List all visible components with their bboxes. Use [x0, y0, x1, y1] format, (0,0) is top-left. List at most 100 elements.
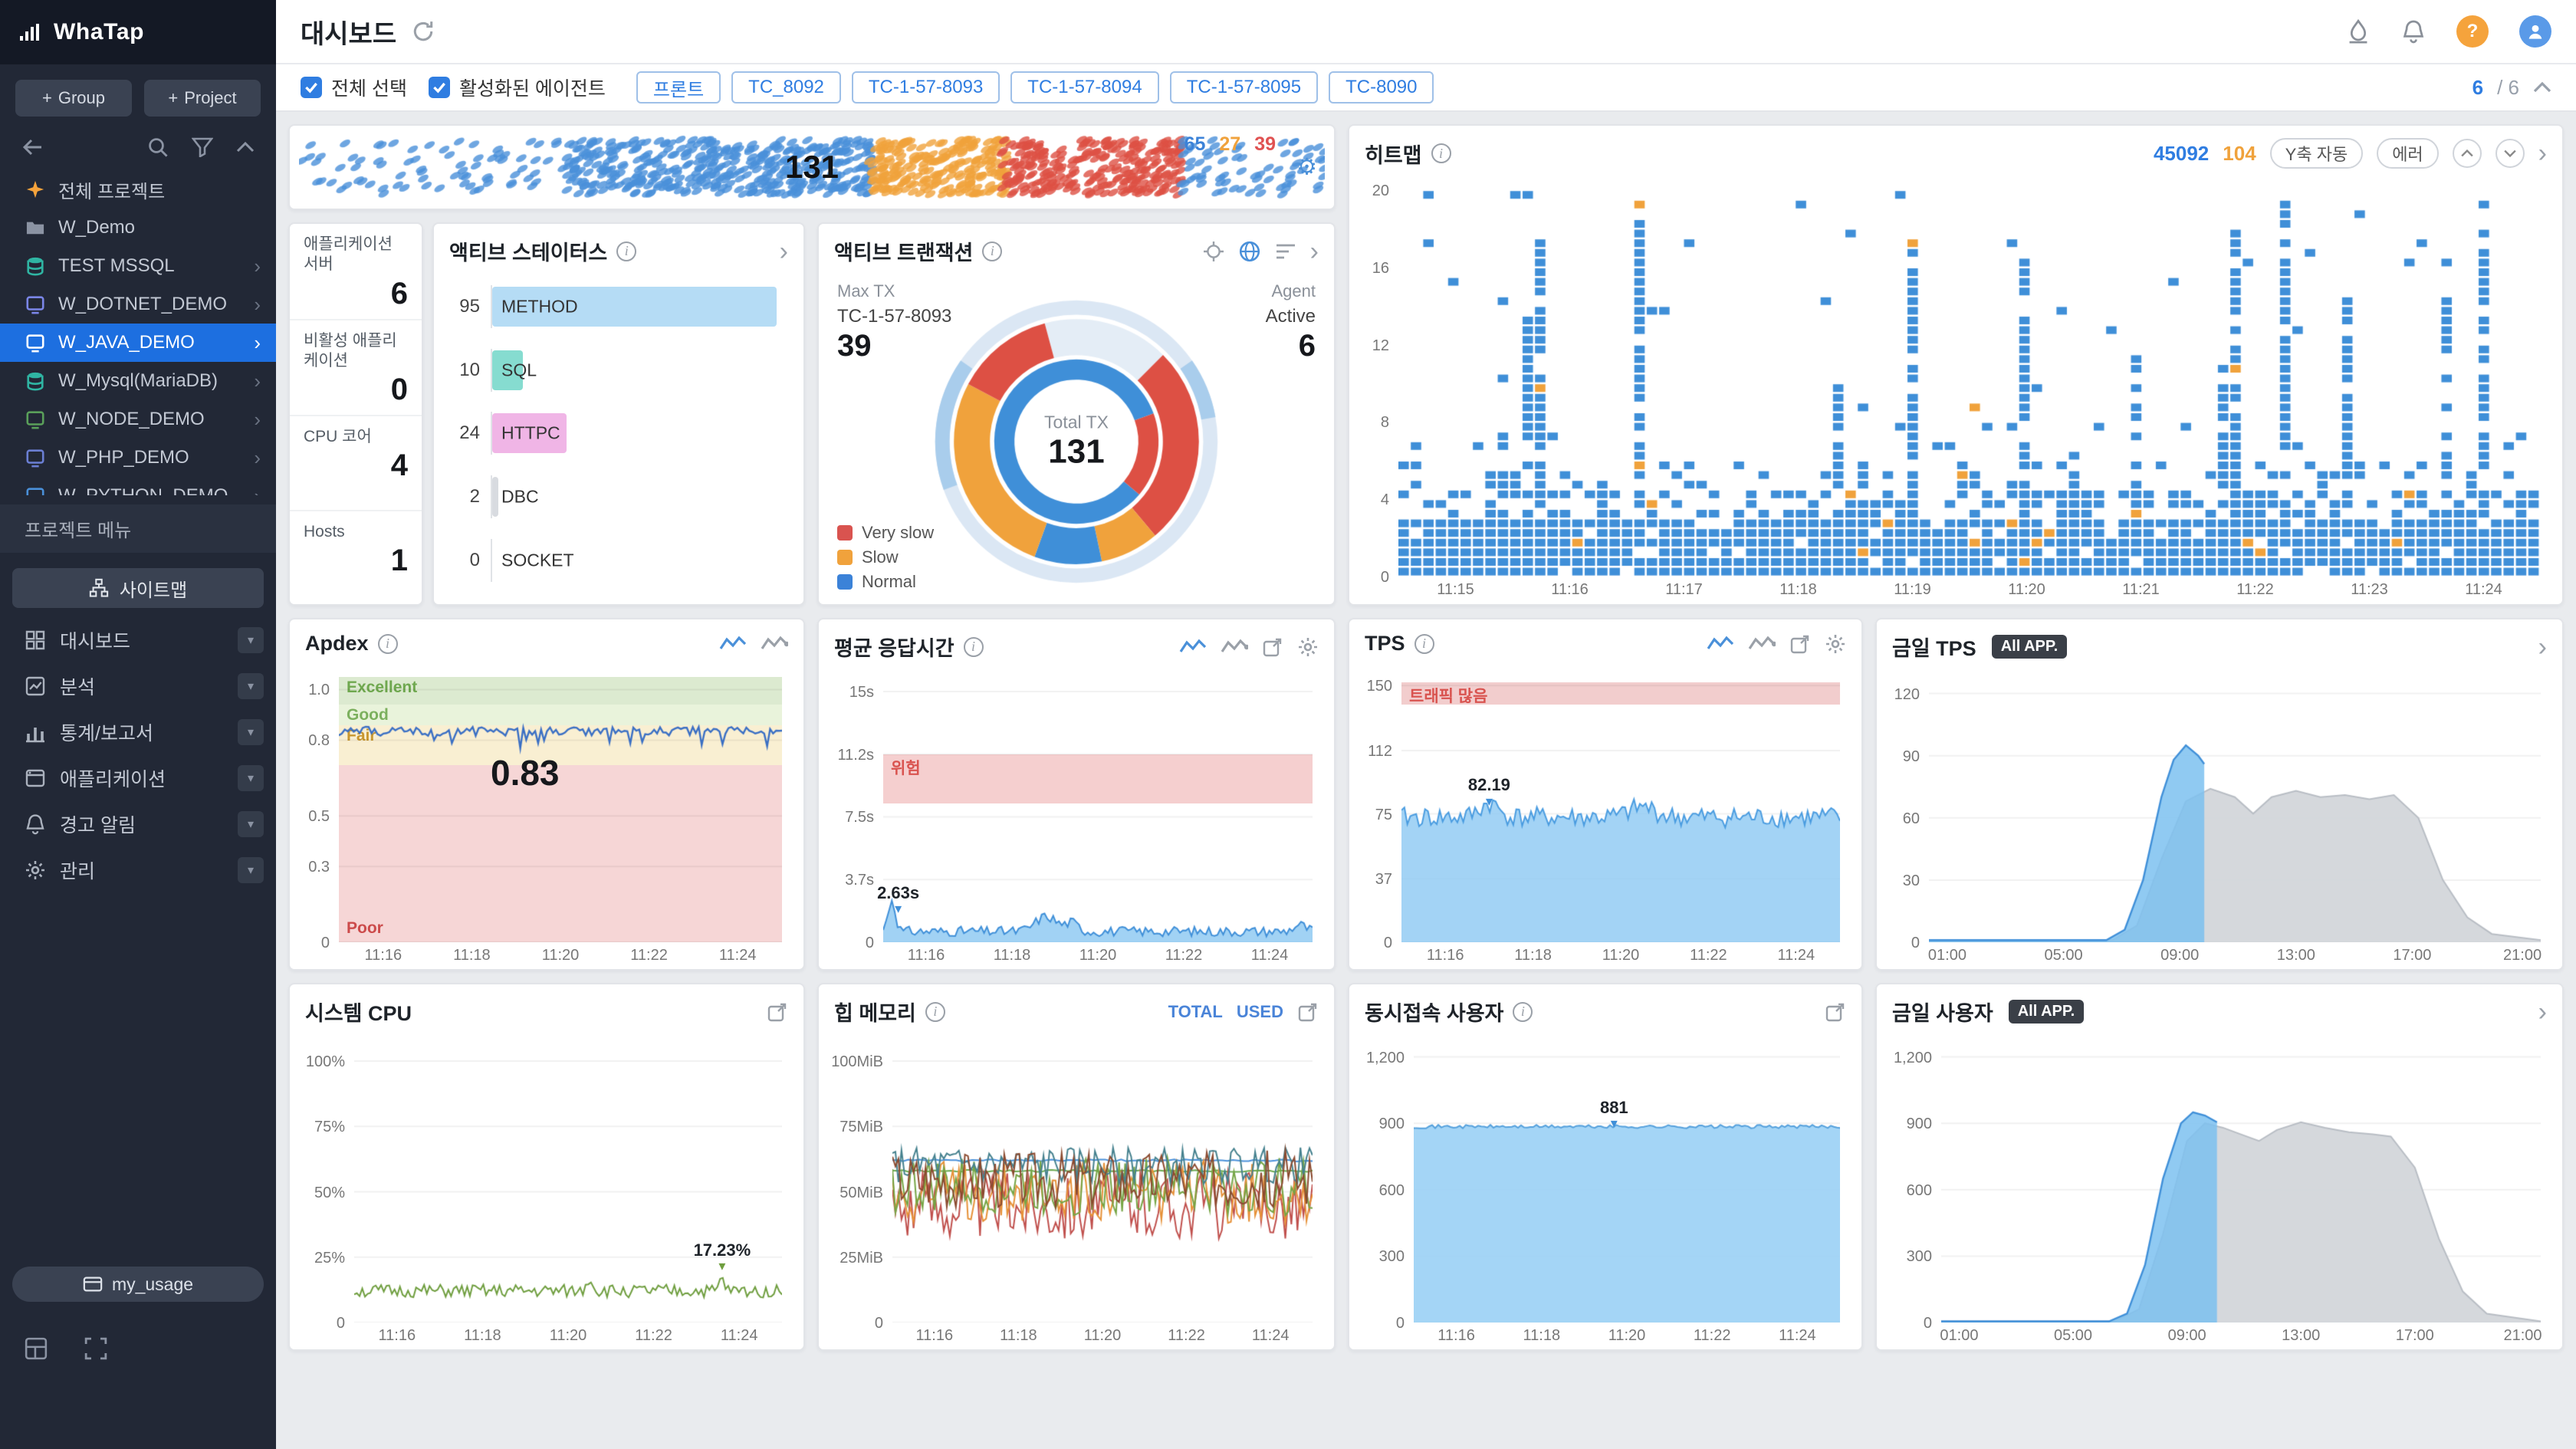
dropdown-caret-icon[interactable]: ▾ [238, 673, 264, 699]
sidebar-item-w-java-demo[interactable]: W_JAVA_DEMO › [0, 324, 276, 362]
status-bar-row[interactable]: 24 HTTPC [440, 412, 785, 455]
trend-line-alt-icon[interactable] [1748, 635, 1776, 653]
active-agents-checkbox[interactable]: 활성화된 에이전트 [428, 74, 606, 101]
chevron-right-icon[interactable]: › [1309, 236, 1319, 266]
whatap-logo[interactable]: WhaTap [0, 0, 276, 64]
trend-line-icon[interactable] [1179, 638, 1207, 656]
system-cpu-chart[interactable]: 0 25% 50% 75% 100% 11:16 11:18 11:20 11:22 11:24 1… [293, 1036, 794, 1346]
today-tps-chart[interactable]: 0 30 60 90 120 01:00 05:00 09:00 13:00 17:00 21:00 [1880, 671, 2553, 966]
add-project-button[interactable]: + Project [144, 80, 261, 117]
info-icon[interactable]: i [982, 241, 1003, 261]
avatar[interactable] [2519, 15, 2551, 48]
legend-total[interactable]: TOTAL [1168, 1001, 1223, 1021]
agent-tab-tc-8092[interactable]: TC_8092 [731, 71, 841, 104]
info-icon[interactable]: i [616, 241, 637, 261]
paint-icon[interactable] [2346, 19, 2371, 44]
export-icon[interactable] [1789, 633, 1811, 655]
export-icon[interactable] [767, 1001, 788, 1023]
info-icon[interactable]: i [1513, 1001, 1533, 1022]
apdex-chart[interactable]: ExcellentGoodFairPoor 0 0.3 0.5 0.8 1.0 11:16 1… [293, 665, 794, 966]
legend-used[interactable]: USED [1236, 1001, 1283, 1021]
heatmap-chart[interactable]: 0 4 8 12 16 20 11:15 11:16 11:17 11:18 11:19 11:20 1… [1352, 178, 2553, 601]
avg-response-chart[interactable]: 위험 0 3.7s 7.5s 11.2s 15s 11:16 11:18 11:20 11:22 1… [822, 671, 1325, 966]
target-icon[interactable] [1203, 241, 1224, 262]
chevron-right-icon[interactable]: › [2538, 997, 2547, 1027]
status-bar-row[interactable]: 95 METHOD [440, 285, 785, 329]
info-icon[interactable]: i [377, 633, 398, 654]
heap-memory-chart[interactable]: 0 25MiB 50MiB 75MiB 100MiB 11:16 11:18 11:20 11:… [822, 1036, 1325, 1346]
sort-list-icon[interactable] [1275, 242, 1296, 261]
bell-icon[interactable] [2401, 19, 2426, 44]
dropdown-caret-icon[interactable]: ▾ [238, 765, 264, 791]
info-icon[interactable]: i [1414, 633, 1434, 654]
sidebar-item-folder[interactable]: W_Demo [0, 209, 276, 247]
collapse-toolbar-icon[interactable] [2533, 81, 2551, 94]
help-icon[interactable]: ? [2456, 15, 2489, 48]
sidebar-item-w-php-demo[interactable]: W_PHP_DEMO › [0, 439, 276, 477]
menu-item-[interactable]: 경고 알림 ▾ [0, 801, 276, 847]
filter-icon[interactable] [192, 137, 213, 157]
fullscreen-icon[interactable] [84, 1337, 107, 1360]
tps-chart[interactable]: 트래픽 많음 0 37 75 112 150 11:16 11:18 11:20 11:22 11:… [1352, 665, 1852, 966]
agent-tab-tc-1-57-8093[interactable]: TC-1-57-8093 [851, 71, 1001, 104]
chevron-right-icon[interactable]: › [2538, 632, 2547, 662]
menu-item-[interactable]: 분석 ▾ [0, 663, 276, 709]
active-transaction-donut[interactable]: Total TX 131 [932, 297, 1221, 586]
dropdown-caret-icon[interactable]: ▾ [238, 719, 264, 745]
sidebar-item-w-mysql-mariadb[interactable]: W_Mysql(MariaDB) › [0, 362, 276, 400]
sitemap-button[interactable]: 사이트맵 [12, 568, 264, 608]
chevron-right-icon[interactable]: › [779, 236, 788, 266]
today-users-chart[interactable]: 0 300 600 900 1,200 01:00 05:00 09:00 13:00 17:00… [1880, 1036, 2553, 1346]
status-bar-row[interactable]: 2 DBC [440, 475, 785, 519]
gear-icon[interactable] [1297, 636, 1319, 658]
dropdown-caret-icon[interactable]: ▾ [238, 857, 264, 883]
layout-grid-icon[interactable] [25, 1337, 48, 1360]
trend-line-alt-icon[interactable] [1221, 638, 1248, 656]
y-axis-label: 3.7s [845, 872, 874, 889]
sidebar-item-w-python-demo[interactable]: W_PYTHON_DEMO › [0, 477, 276, 495]
export-icon[interactable] [1825, 1001, 1846, 1023]
trend-line-icon[interactable] [1707, 635, 1734, 653]
transaction-scatter[interactable] [290, 126, 1334, 209]
menu-item-[interactable]: 통계/보고서 ▾ [0, 709, 276, 755]
back-icon[interactable] [21, 137, 44, 157]
concurrent-users-chart[interactable]: 0 300 600 900 1,200 11:16 11:18 11:20 11:22 11:24… [1352, 1036, 1852, 1346]
agent-tab-tc-1-57-8095[interactable]: TC-1-57-8095 [1169, 71, 1319, 104]
menu-item-[interactable]: 대시보드 ▾ [0, 617, 276, 663]
info-icon[interactable]: i [963, 636, 984, 657]
menu-item-[interactable]: 관리 ▾ [0, 847, 276, 893]
search-icon[interactable] [147, 136, 169, 158]
trend-line-alt-icon[interactable] [761, 635, 788, 653]
export-icon[interactable] [1297, 1001, 1319, 1023]
sidebar-item-test-mssql[interactable]: TEST MSSQL › [0, 247, 276, 285]
trend-line-icon[interactable] [719, 635, 747, 653]
refresh-icon[interactable] [412, 20, 435, 43]
info-icon[interactable]: i [925, 1001, 945, 1022]
status-bar-row[interactable]: 10 SQL [440, 348, 785, 392]
agent-tab-[interactable]: 프론트 [636, 71, 721, 104]
sidebar-item-w-node-demo[interactable]: W_NODE_DEMO › [0, 400, 276, 439]
chevron-right-icon[interactable]: › [2538, 139, 2547, 168]
menu-item-[interactable]: 애플리케이션 ▾ [0, 755, 276, 801]
my-usage-button[interactable]: my_usage [12, 1267, 264, 1302]
sidebar-item-all-projects[interactable]: 전체 프로젝트 [0, 170, 276, 209]
zoom-in-icon[interactable] [2452, 139, 2482, 168]
status-bar-row[interactable]: 0 SOCKET [440, 538, 785, 582]
add-group-button[interactable]: + Group [15, 80, 132, 117]
zoom-out-icon[interactable] [2495, 139, 2525, 168]
error-button[interactable]: 에러 [2377, 138, 2439, 169]
legend-color-swatch [837, 550, 853, 565]
collapse-icon[interactable] [236, 141, 255, 153]
dropdown-caret-icon[interactable]: ▾ [238, 627, 264, 653]
gear-icon[interactable]: ⚙ [1296, 154, 1317, 180]
agent-tab-tc-8090[interactable]: TC-8090 [1329, 71, 1434, 104]
export-icon[interactable] [1262, 636, 1283, 658]
y-axis-auto-button[interactable]: Y축 자동 [2269, 138, 2364, 169]
dropdown-caret-icon[interactable]: ▾ [238, 811, 264, 837]
agent-tab-tc-1-57-8094[interactable]: TC-1-57-8094 [1010, 71, 1159, 104]
gear-icon[interactable] [1825, 633, 1846, 655]
select-all-checkbox[interactable]: 전체 선택 [301, 74, 407, 101]
info-icon[interactable]: i [1431, 143, 1451, 163]
globe-icon[interactable] [1238, 240, 1261, 263]
sidebar-item-w-dotnet-demo[interactable]: W_DOTNET_DEMO › [0, 285, 276, 324]
